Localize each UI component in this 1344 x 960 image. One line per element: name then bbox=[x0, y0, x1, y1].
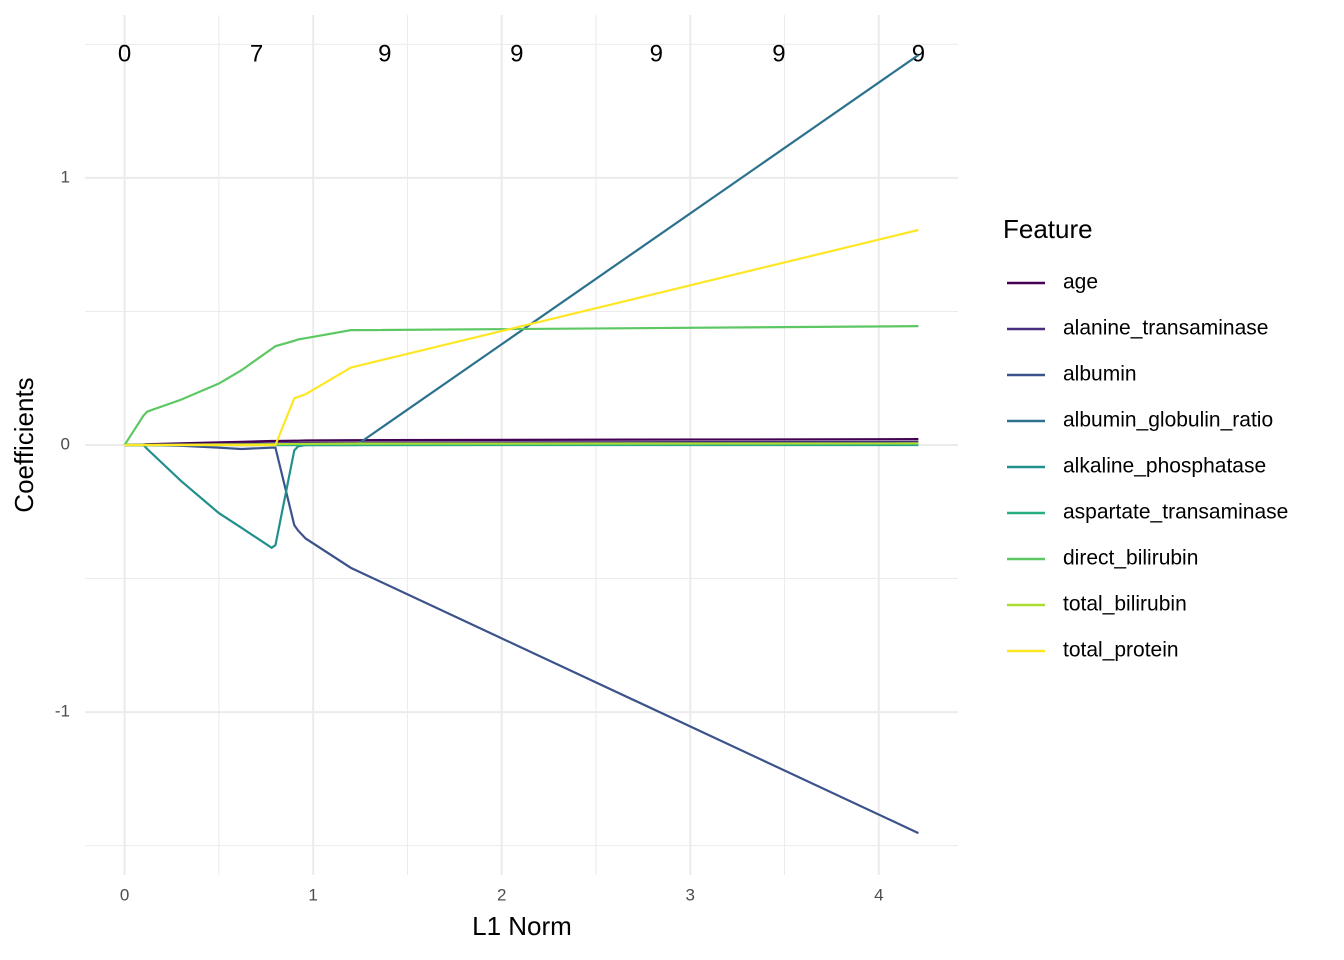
top-axis-label: 0 bbox=[118, 40, 131, 67]
legend-label: total_bilirubin bbox=[1063, 593, 1187, 616]
top-axis-label: 9 bbox=[912, 40, 925, 67]
y-tick-label: 0 bbox=[61, 434, 70, 453]
legend-label: direct_bilirubin bbox=[1063, 547, 1198, 570]
series-line bbox=[124, 54, 920, 447]
x-tick-label: 0 bbox=[120, 885, 129, 904]
legend-label: albumin_globulin_ratio bbox=[1063, 409, 1273, 432]
x-tick-label: 4 bbox=[874, 885, 883, 904]
series-line bbox=[123, 325, 919, 446]
x-tick-label: 2 bbox=[497, 885, 506, 904]
legend-label: alkaline_phosphatase bbox=[1063, 455, 1266, 478]
legend-label: age bbox=[1063, 271, 1098, 294]
series-line bbox=[124, 443, 919, 550]
legend-label: total_protein bbox=[1063, 639, 1179, 662]
legend-label: alanine_transaminase bbox=[1063, 317, 1268, 340]
x-axis-title: L1 Norm bbox=[472, 911, 572, 941]
y-tick-label: -1 bbox=[55, 702, 70, 721]
x-tick-label: 1 bbox=[308, 885, 317, 904]
series-line bbox=[124, 443, 919, 835]
legend-label: albumin bbox=[1063, 363, 1137, 386]
x-tick-label: 3 bbox=[686, 885, 695, 904]
series-line bbox=[124, 228, 919, 447]
top-axis-label: 9 bbox=[510, 40, 523, 67]
top-axis-label: 9 bbox=[772, 40, 785, 67]
legend-label: aspartate_transaminase bbox=[1063, 501, 1288, 524]
top-axis-label: 7 bbox=[250, 40, 263, 67]
y-axis-title: Coefficients bbox=[9, 377, 39, 512]
top-axis-label: 9 bbox=[650, 40, 663, 67]
top-axis-label: 9 bbox=[378, 40, 391, 67]
y-tick-label: 1 bbox=[61, 167, 70, 186]
legend-title: Feature bbox=[1003, 214, 1093, 244]
